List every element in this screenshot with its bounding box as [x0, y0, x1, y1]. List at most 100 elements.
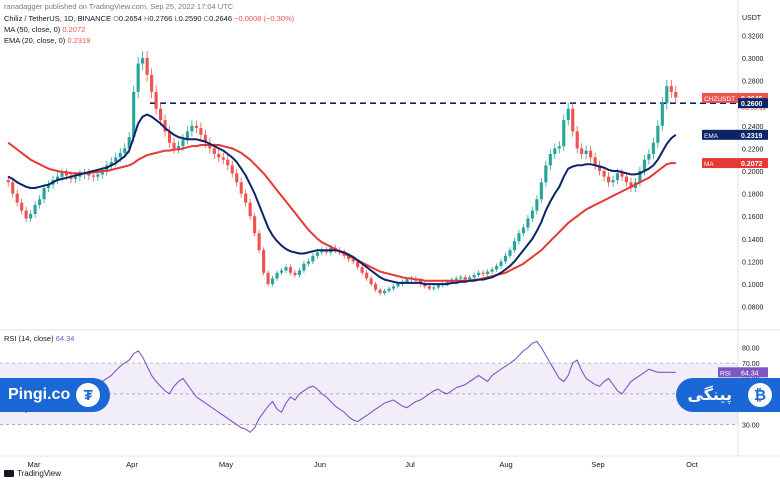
candle-body: [257, 233, 261, 251]
candle-body: [374, 284, 378, 290]
candle-body: [239, 182, 243, 194]
time-tick-label: May: [219, 460, 233, 469]
ema20-line: [7, 113, 677, 286]
countdown-label: 06:55:11: [741, 105, 766, 112]
candle-body: [320, 250, 324, 253]
tether-icon: ₮: [76, 383, 101, 407]
rsi-legend[interactable]: RSI (14, close) 64.34: [4, 334, 75, 343]
candle-body: [123, 148, 127, 153]
price-tick-label: 0.2400: [742, 124, 764, 131]
candle-body: [194, 125, 198, 129]
published-line: ranadagger published on TradingView.com,…: [4, 2, 234, 11]
time-tick-label: Apr: [126, 460, 138, 469]
candle-body: [427, 286, 431, 289]
candle-body: [463, 277, 467, 280]
candle-body: [544, 165, 548, 183]
time-tick-label: Oct: [686, 460, 699, 469]
candle-body: [674, 91, 678, 98]
ma-tag-label-bg: [702, 158, 738, 169]
candle-body: [55, 176, 60, 181]
candle-body: [302, 263, 306, 271]
candle-body: [145, 57, 149, 75]
candle-body: [64, 173, 69, 176]
candle-body: [503, 255, 508, 262]
candle-body: [6, 180, 10, 183]
candle-body: [42, 187, 46, 200]
candle-body: [29, 213, 33, 219]
candle-body: [656, 125, 660, 143]
candle-body: [436, 285, 440, 288]
candle-body: [253, 216, 257, 234]
rsi-tick-label: 30.00: [742, 423, 760, 430]
candle-body: [535, 199, 539, 211]
candle-body: [217, 154, 221, 158]
candle-body: [512, 241, 517, 251]
time-tick-label: Aug: [499, 460, 512, 469]
level-tag-value: 0.2600: [741, 101, 763, 108]
candle-body: [351, 259, 355, 262]
candle-body: [499, 261, 503, 266]
ma-tag-label: MA: [704, 161, 714, 168]
candle-body: [91, 175, 95, 177]
candle-body: [158, 108, 163, 121]
candle-body: [24, 210, 28, 219]
time-tick-label: Jun: [314, 460, 326, 469]
price-tick-label: 0.1600: [742, 214, 764, 221]
candle-body: [38, 199, 42, 205]
candle-body: [606, 176, 611, 183]
candle-body: [584, 150, 588, 155]
candle-body: [360, 267, 364, 273]
candle-body: [203, 134, 207, 143]
candle-body: [315, 252, 319, 256]
candle-body: [494, 265, 499, 270]
candle-body: [118, 152, 122, 158]
candle-body: [445, 281, 449, 285]
candle-body: [481, 272, 485, 274]
candle-body: [624, 176, 629, 183]
price-tick-label: 0.2800: [742, 79, 764, 86]
pingi-brand-badge-fa: پینگی ₿: [676, 378, 780, 412]
ma-tag-bg: [738, 158, 768, 169]
candle-body: [387, 288, 391, 291]
candle-body: [284, 267, 288, 271]
candle-body: [530, 210, 534, 219]
candle-body: [539, 182, 543, 200]
symbol-name: Chiliz / TetherUS, 1D, BINANCE: [4, 14, 111, 23]
tradingview-logo[interactable]: TradingView: [4, 469, 61, 478]
last-price-tag-label: CHZUSDT: [704, 96, 735, 103]
candle-body: [665, 86, 669, 104]
candle-body: [288, 267, 293, 273]
price-tick-label: 0.0800: [742, 305, 764, 312]
candle-body: [199, 128, 203, 135]
ma-legend[interactable]: MA (50, close, 0) 0.2072: [4, 25, 86, 34]
candle-body: [593, 157, 597, 166]
candle-body: [660, 103, 664, 126]
candle-body: [132, 91, 136, 138]
candle-body: [109, 161, 113, 166]
candle-body: [15, 193, 19, 203]
candle-body: [378, 289, 382, 294]
candle-body: [396, 284, 400, 287]
candle-body: [651, 142, 655, 155]
change-value: −0.0008 (−0.30%): [234, 14, 295, 23]
candle-body: [391, 286, 396, 289]
candle-body: [154, 91, 158, 109]
candle-body: [405, 279, 409, 282]
candle-body: [87, 173, 91, 176]
candle-body: [611, 180, 615, 183]
candle-body: [100, 171, 104, 175]
candle-body: [459, 277, 463, 279]
rsi-line: [7, 340, 676, 433]
bitcoin-icon: ₿: [748, 383, 772, 407]
candle-body: [235, 173, 239, 183]
candle-body: [620, 173, 624, 177]
ema-legend[interactable]: EMA (20, close, 0) 0.2319: [4, 36, 91, 45]
candle-body: [477, 272, 481, 276]
candle-body: [297, 270, 302, 276]
candle-body: [96, 174, 100, 177]
symbol-line: Chiliz / TetherUS, 1D, BINANCE O0.2654 H…: [4, 14, 295, 23]
time-tick-label: Jul: [405, 460, 415, 469]
candle-body: [78, 174, 82, 177]
